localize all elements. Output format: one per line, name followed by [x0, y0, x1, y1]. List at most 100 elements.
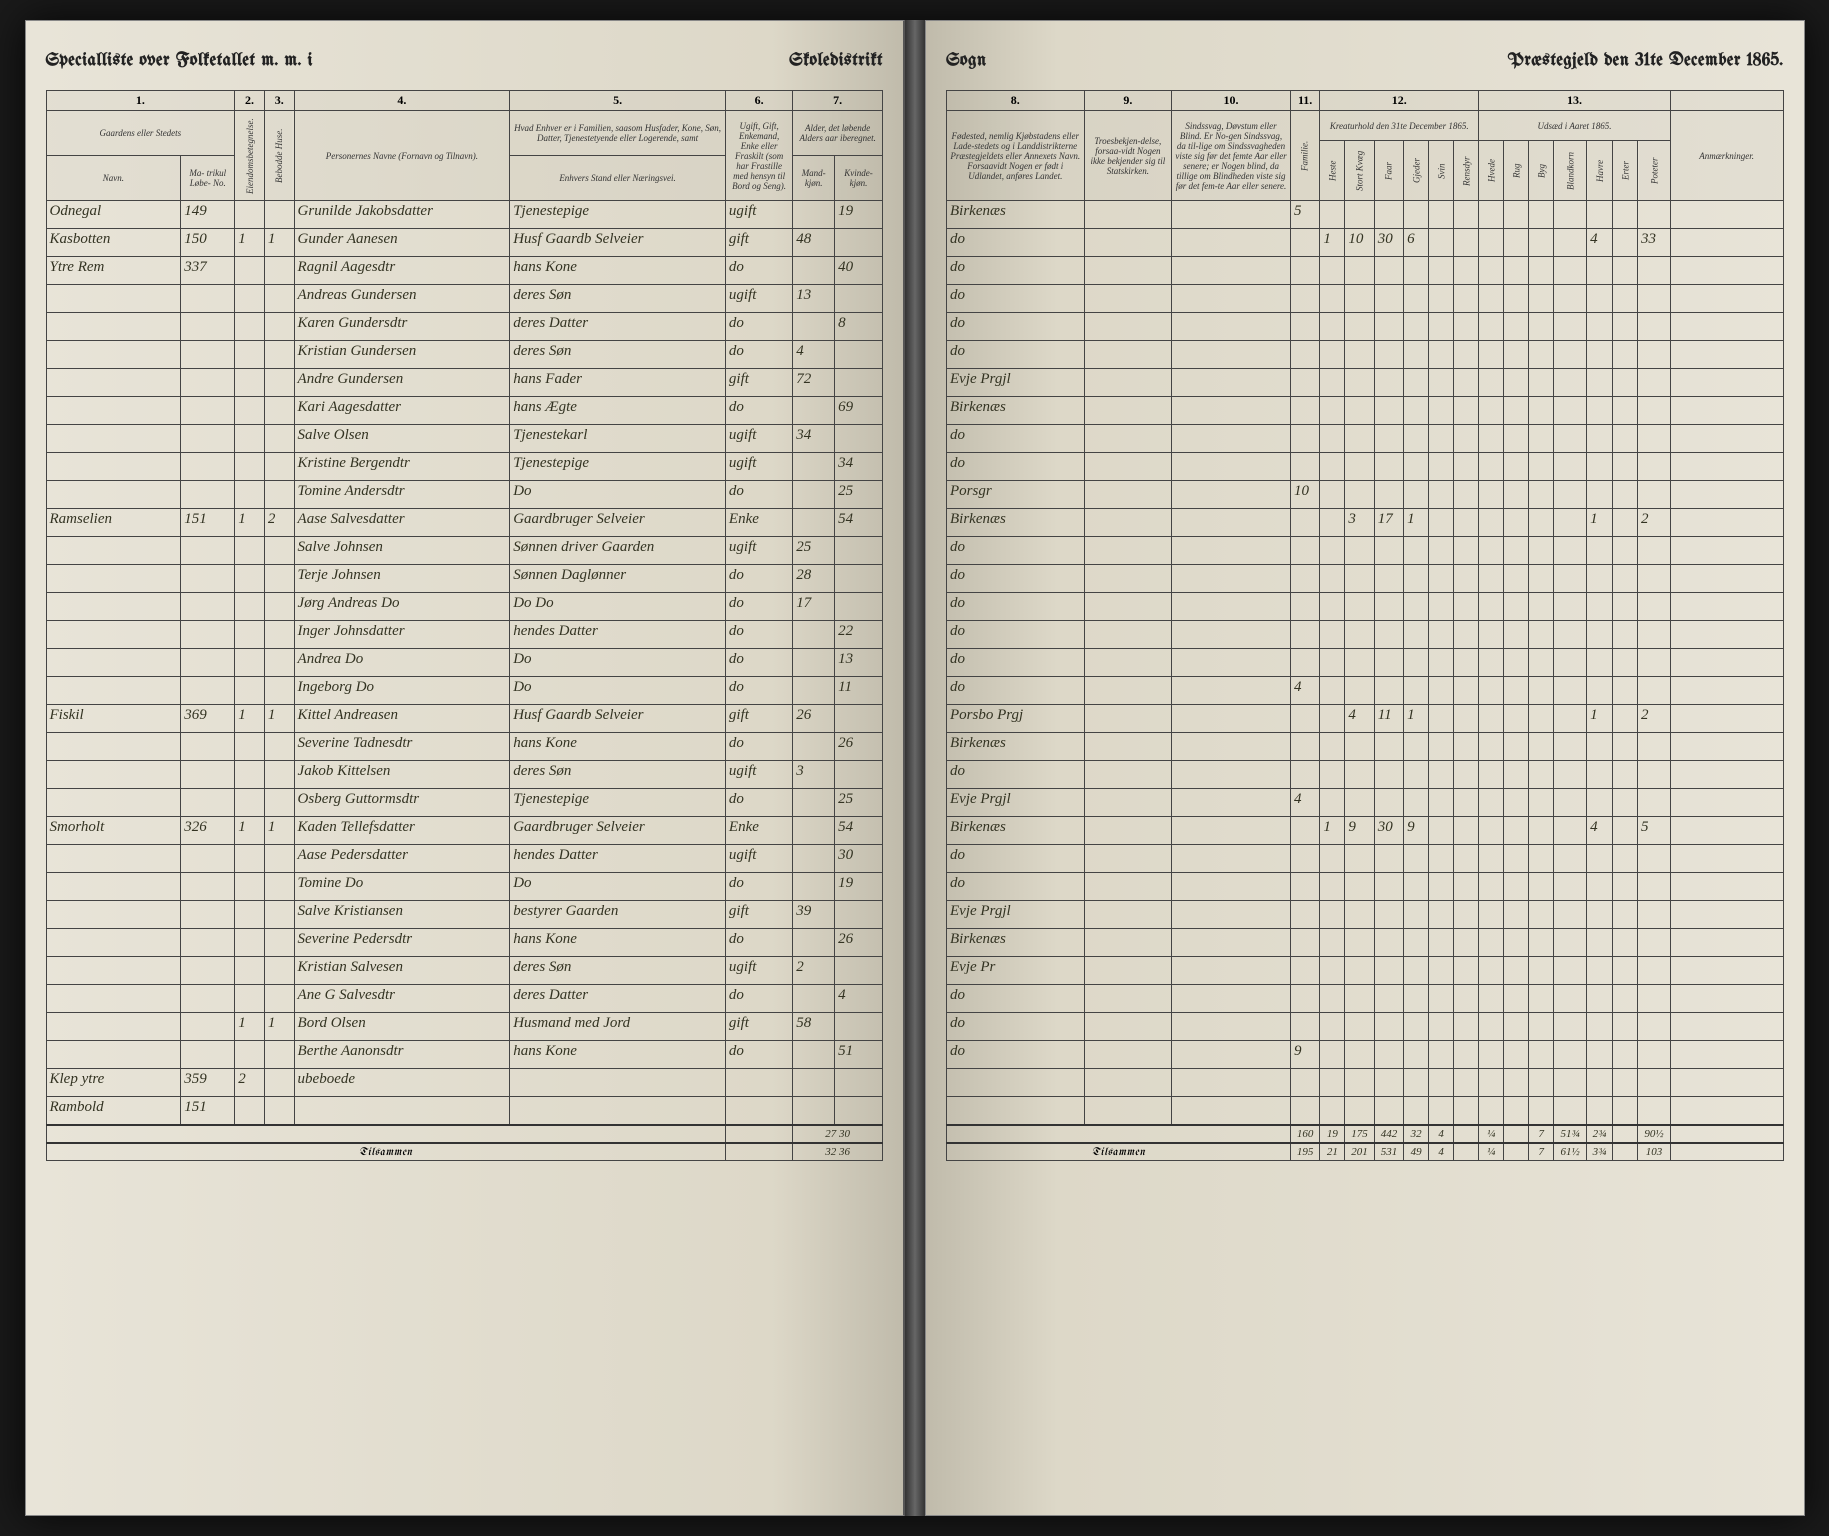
- k12-cell: 1: [1404, 705, 1429, 733]
- k13-cell: [1554, 1069, 1587, 1097]
- status-cell: gift: [725, 705, 792, 733]
- gaard-cell: [46, 313, 181, 341]
- census-row-right: Birkenæs1930945: [947, 817, 1784, 845]
- eie-cell: [235, 957, 265, 985]
- age-m-cell: 48: [793, 229, 835, 257]
- col9-label: Troesbekjen-delse, forsaa-vidt Nogen ikk…: [1084, 111, 1172, 201]
- k12-cell: [1345, 313, 1374, 341]
- sind-cell: [1172, 229, 1291, 257]
- matr-cell: [181, 1041, 235, 1069]
- age-k-cell: [835, 1097, 883, 1125]
- gaard-cell: Kasbotten: [46, 229, 181, 257]
- k13-cell: [1529, 929, 1554, 957]
- census-row: Kristine BergendtrTjenestepigeugift34: [46, 453, 883, 481]
- k12-cell: [1320, 201, 1345, 229]
- sum-cell: 32: [1404, 1125, 1429, 1143]
- fode-cell: do: [947, 257, 1085, 285]
- status-cell: do: [725, 341, 792, 369]
- gaard-cell: [46, 733, 181, 761]
- k12-cell: [1429, 929, 1454, 957]
- k13-cell: [1587, 1013, 1613, 1041]
- census-row-right: Porsgr10: [947, 481, 1784, 509]
- k13-cell: [1529, 229, 1554, 257]
- k13-cell: 1: [1587, 705, 1613, 733]
- k13-cell: [1587, 397, 1613, 425]
- census-row-right: do4: [947, 677, 1784, 705]
- status-cell: Enke: [725, 817, 792, 845]
- status-cell: gift: [725, 901, 792, 929]
- k12-cell: [1454, 789, 1479, 817]
- eie-cell: 2: [235, 1069, 265, 1097]
- navn-cell: Ingeborg Do: [294, 677, 510, 705]
- k13-cell: [1479, 817, 1504, 845]
- k12-cell: [1429, 397, 1454, 425]
- k13-cell: [1638, 789, 1671, 817]
- k13-cell: [1638, 593, 1671, 621]
- k12-cell: [1454, 341, 1479, 369]
- stilling-cell: deres Datter: [510, 313, 726, 341]
- hus-cell: [264, 453, 294, 481]
- k13-cell: [1554, 593, 1587, 621]
- k12-cell: [1429, 1041, 1454, 1069]
- k12-cell: [1374, 621, 1403, 649]
- age-m-cell: 4: [793, 341, 835, 369]
- k12-cell: [1429, 285, 1454, 313]
- col11-num: 11.: [1290, 91, 1319, 111]
- k12-cell: [1454, 901, 1479, 929]
- tro-cell: [1084, 453, 1172, 481]
- census-row-right: do: [947, 565, 1784, 593]
- hus-cell: [264, 957, 294, 985]
- stilling-cell: Husf Gaardb Selveier: [510, 705, 726, 733]
- remark-cell: [1670, 1013, 1783, 1041]
- age-k-cell: 26: [835, 733, 883, 761]
- hus-cell: [264, 761, 294, 789]
- k13-cell: [1504, 1097, 1529, 1125]
- k13-cell: [1479, 509, 1504, 537]
- k12-cell: [1454, 957, 1479, 985]
- k13-cell: [1554, 1097, 1587, 1125]
- k13-cell: [1479, 313, 1504, 341]
- col3-num: 3.: [264, 91, 294, 111]
- fode-cell: do: [947, 873, 1085, 901]
- k13-cell: [1613, 621, 1638, 649]
- age-m-cell: 58: [793, 1013, 835, 1041]
- sind-cell: [1172, 1041, 1291, 1069]
- eie-cell: [235, 621, 265, 649]
- k13-cell: [1613, 985, 1638, 1013]
- census-row: 11Bord OlsenHusmand med Jordgift58: [46, 1013, 883, 1041]
- tro-cell: [1084, 789, 1172, 817]
- k13-cell: [1479, 1013, 1504, 1041]
- navn-cell: Bord Olsen: [294, 1013, 510, 1041]
- age-m-cell: 2: [793, 957, 835, 985]
- census-row: Kristian Salvesenderes Sønugift2: [46, 957, 883, 985]
- matr-cell: [181, 565, 235, 593]
- stilling-cell: Tjenestekarl: [510, 425, 726, 453]
- fode-cell: do: [947, 593, 1085, 621]
- k13-cell: [1529, 789, 1554, 817]
- sind-cell: [1172, 621, 1291, 649]
- col3-label: Bebodde Huse.: [264, 111, 294, 201]
- k12-cell: [1374, 369, 1403, 397]
- age-k-cell: 4: [835, 985, 883, 1013]
- fode-cell: do: [947, 229, 1085, 257]
- sum-cell: 442: [1374, 1125, 1403, 1143]
- k13-cell: [1638, 537, 1671, 565]
- col7-m: Mand- kjøn.: [793, 156, 835, 201]
- tilsammen-left: Tilsammen: [46, 1143, 725, 1161]
- census-row: Karen Gundersdtrderes Datterdo8: [46, 313, 883, 341]
- k13-cell: [1529, 313, 1554, 341]
- k13-cell: [1554, 677, 1587, 705]
- k13-cell: [1613, 761, 1638, 789]
- sind-cell: [1172, 649, 1291, 677]
- sind-cell: [1172, 425, 1291, 453]
- k12-cell: [1429, 313, 1454, 341]
- k13-cell: [1613, 705, 1638, 733]
- matr-cell: [181, 761, 235, 789]
- k13-cell: [1504, 593, 1529, 621]
- k13-cell: [1554, 817, 1587, 845]
- k12-cell: [1320, 649, 1345, 677]
- k13-cell: [1613, 313, 1638, 341]
- fode-cell: do: [947, 621, 1085, 649]
- k12-cell: [1320, 257, 1345, 285]
- k12-cell: [1454, 481, 1479, 509]
